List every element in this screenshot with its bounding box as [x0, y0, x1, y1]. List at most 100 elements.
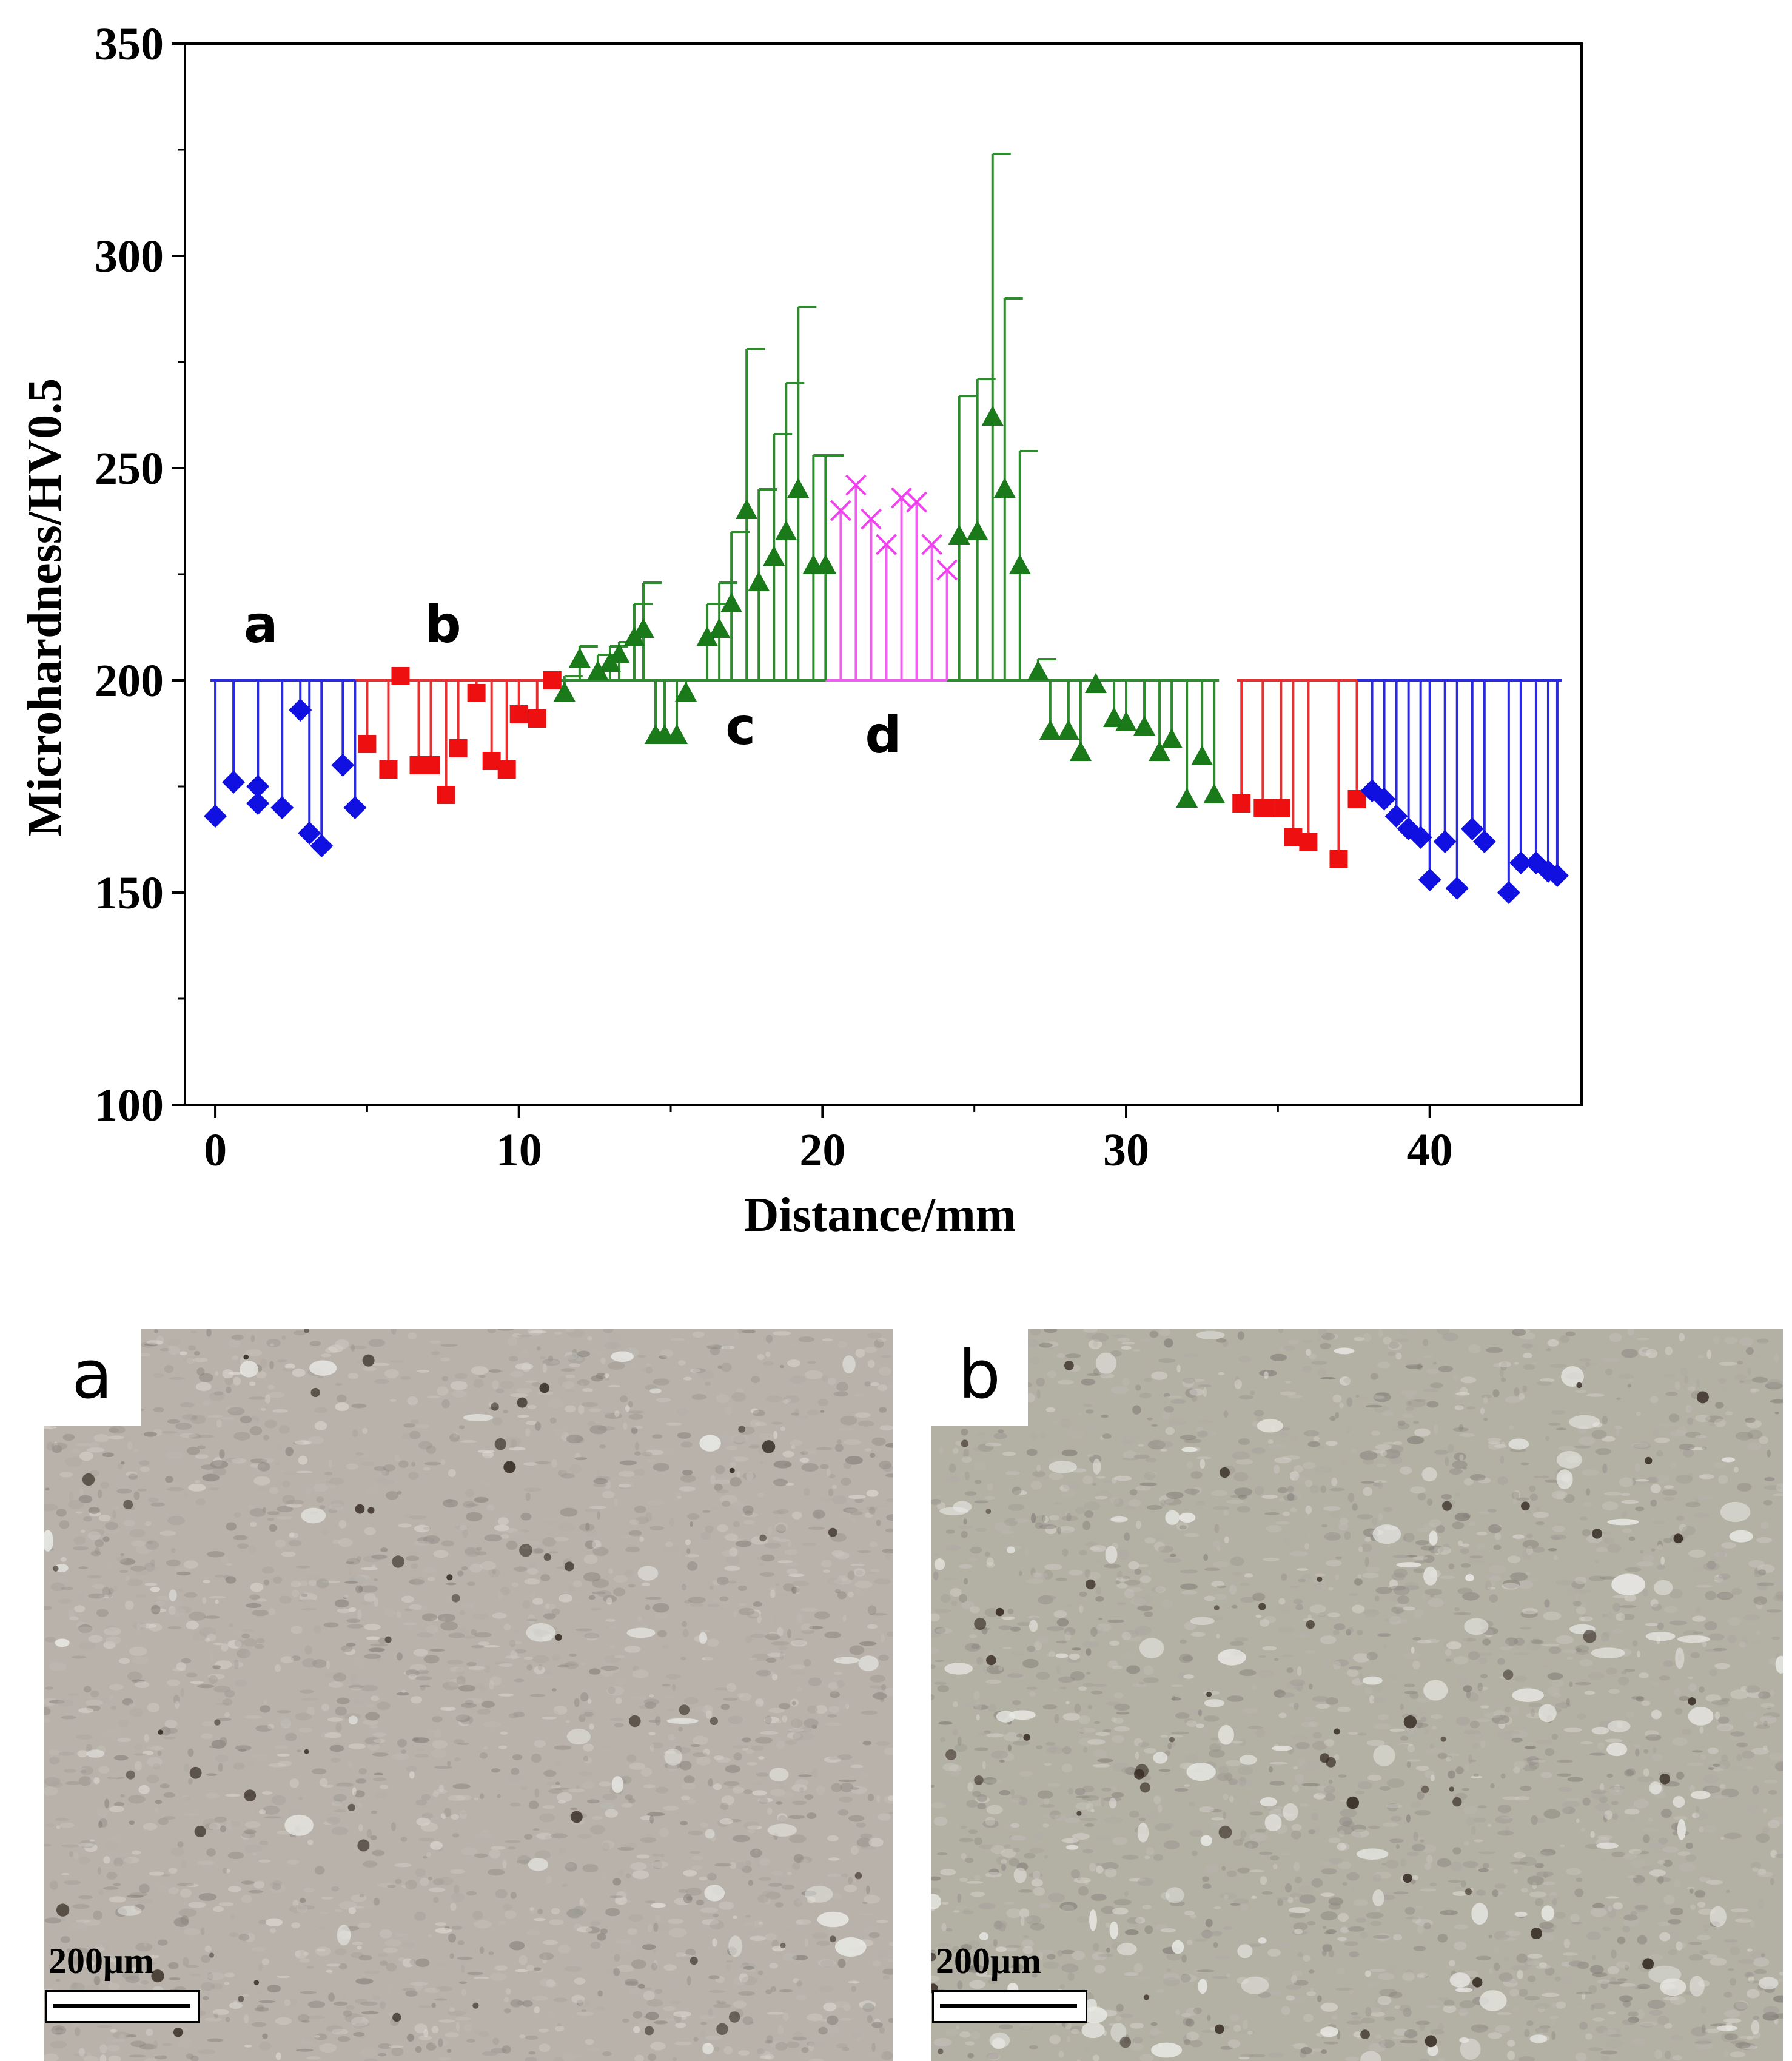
triangle-marker	[736, 499, 758, 519]
triangle-marker	[586, 660, 609, 680]
y-tick-label: 100	[95, 1080, 164, 1131]
zone-label-b: b	[425, 595, 461, 654]
plot-border	[184, 42, 1583, 1106]
triangle-marker	[981, 406, 1004, 426]
x-marker	[830, 500, 851, 521]
square-marker	[437, 786, 455, 804]
square-marker	[482, 752, 501, 770]
square-marker	[1253, 799, 1272, 817]
triangle-marker	[1203, 783, 1226, 803]
square-marker	[421, 756, 440, 774]
triangle-marker	[1115, 711, 1138, 731]
triangle-marker	[1084, 673, 1107, 693]
diamond-marker	[1372, 788, 1396, 811]
x-tick-label: 10	[496, 1125, 542, 1176]
triangle-marker	[1027, 660, 1049, 680]
x-axis-label: Distance/mm	[744, 1188, 1016, 1242]
x-tick-label: 20	[799, 1125, 845, 1176]
square-marker	[497, 760, 516, 779]
y-tick-label: 200	[95, 655, 164, 706]
diamond-marker	[298, 822, 321, 845]
micrograph-a-label: a	[44, 1329, 141, 1426]
diamond-marker	[270, 796, 294, 819]
x-tick-label: 40	[1407, 1125, 1453, 1176]
triangle-marker	[675, 682, 697, 702]
triangle-marker	[1069, 741, 1092, 761]
micrograph-b-scale-bar	[940, 2004, 1077, 2008]
diamond-marker	[1445, 877, 1469, 900]
triangle-marker	[1161, 728, 1183, 748]
diamond-marker	[222, 771, 246, 794]
data-markers	[204, 406, 1569, 904]
triangle-marker	[632, 618, 654, 638]
diamond-marker	[1509, 851, 1532, 874]
triangle-marker	[1191, 745, 1213, 765]
axis-ticks: 100 150 200 250 300 350 0 10 20 30 40	[95, 19, 1453, 1176]
square-marker	[1284, 828, 1303, 846]
triangle-marker	[787, 478, 810, 498]
square-marker	[1347, 790, 1366, 808]
zone-labels: a b c d	[244, 595, 902, 765]
triangle-marker	[1176, 788, 1198, 808]
diamond-marker	[1545, 864, 1569, 887]
square-marker	[528, 709, 546, 728]
square-marker	[358, 735, 377, 753]
x-marker	[876, 534, 897, 555]
diamond-marker	[1384, 805, 1408, 828]
y-tick-label: 250	[95, 443, 164, 494]
diamond-marker	[1497, 881, 1520, 904]
square-marker	[543, 671, 562, 689]
diamond-marker	[1460, 817, 1484, 840]
micrograph-b-scale-text: 200μm	[936, 1941, 1041, 1981]
x-marker	[906, 491, 927, 513]
diamond-marker	[1418, 868, 1441, 891]
triangle-marker	[966, 520, 988, 540]
triangle-marker	[993, 478, 1016, 498]
triangle-marker	[748, 571, 770, 591]
diamond-marker	[246, 792, 270, 815]
triangle-marker	[814, 554, 837, 574]
x-marker	[936, 559, 958, 581]
micrograph-b-texture	[931, 1329, 1783, 2061]
micrograph-b-scale-box	[932, 1990, 1087, 2023]
triangle-marker	[1102, 707, 1125, 727]
micrograph-b: b 200μm	[931, 1329, 1783, 2061]
triangle-marker	[1039, 720, 1061, 740]
square-marker	[1272, 799, 1290, 817]
triangle-marker	[1149, 741, 1171, 761]
triangle-marker	[1133, 715, 1156, 736]
square-marker	[467, 684, 486, 702]
square-marker	[449, 739, 468, 757]
y-tick-label: 350	[95, 19, 164, 70]
square-marker	[1299, 833, 1318, 851]
micrograph-a-scale-box	[45, 1990, 200, 2023]
x-tick-label: 0	[204, 1125, 227, 1176]
micrograph-a-scale-text: 200μm	[49, 1941, 154, 1981]
triangle-marker	[1008, 554, 1031, 574]
micrograph-grains	[931, 1329, 1783, 2061]
x-tick-label: 30	[1103, 1125, 1149, 1176]
plot-frame	[184, 42, 1583, 1106]
triangle-marker	[720, 592, 743, 612]
micrograph-b-label: b	[931, 1329, 1028, 1426]
micrograph-a: a 200μm	[44, 1329, 893, 2061]
square-marker	[1329, 850, 1348, 868]
x-marker	[861, 508, 882, 530]
diamond-marker	[289, 699, 312, 722]
y-tick-label: 150	[95, 868, 164, 919]
diamond-marker	[1472, 830, 1496, 853]
micrograph-a-texture	[44, 1329, 893, 2061]
triangle-marker	[948, 524, 970, 545]
triangle-marker	[568, 648, 591, 668]
y-tick-label: 300	[95, 231, 164, 282]
square-marker	[379, 760, 398, 779]
y-axis-label: Microhardness/HV0.5	[18, 378, 72, 837]
x-marker	[921, 534, 943, 555]
error-bars	[563, 153, 1056, 693]
diamond-marker	[1433, 830, 1457, 853]
microhardness-chart: 100 150 200 250 300 350 0 10 20 30 40 a b c d Distanc…	[18, 19, 1583, 1242]
triangle-marker	[775, 520, 797, 540]
diamond-marker	[343, 796, 367, 819]
drop-lines	[214, 417, 1559, 893]
triangle-marker	[608, 643, 630, 663]
